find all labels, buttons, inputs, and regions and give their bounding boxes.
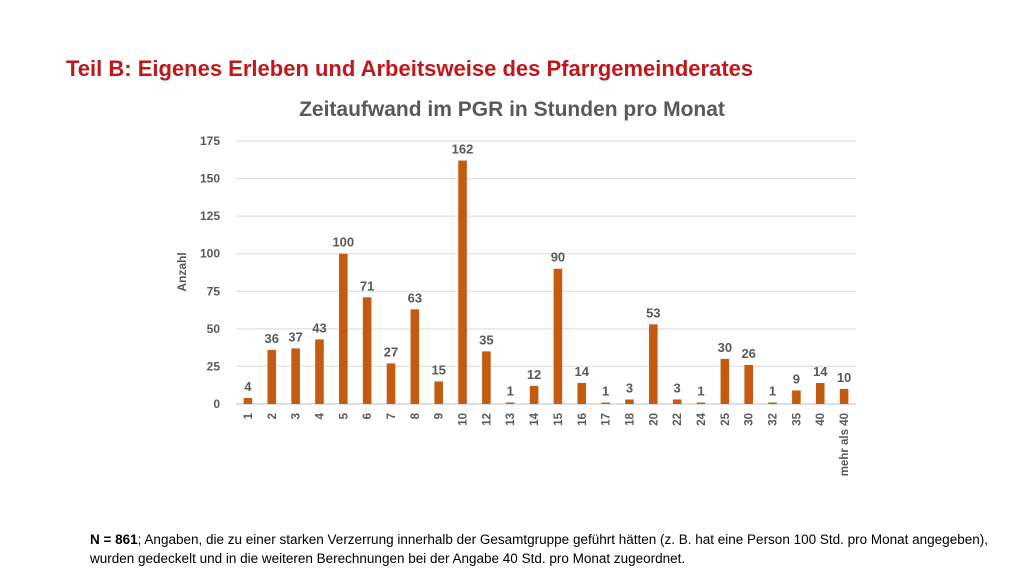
data-label: 36	[265, 331, 279, 346]
y-tick-label: 175	[200, 134, 220, 148]
data-label: 1	[507, 383, 514, 398]
bar	[815, 382, 825, 404]
x-tick-label: 7	[386, 413, 398, 419]
gridlines	[236, 140, 856, 405]
x-tick-label: 2	[267, 413, 279, 419]
data-label: 1	[602, 383, 609, 398]
x-tick-label: 32	[768, 413, 780, 426]
data-label: 15	[431, 362, 445, 377]
data-label: 100	[332, 235, 354, 250]
x-tick-label: 6	[362, 413, 374, 419]
bar	[434, 381, 443, 404]
x-tick-label: 35	[791, 412, 803, 425]
x-tick-label: 14	[529, 412, 541, 425]
y-tick-label: 50	[207, 322, 221, 336]
bar	[291, 348, 300, 404]
y-tick-label: 125	[200, 209, 220, 223]
footnote-text: ; Angaben, die zu einer starken Verzerru…	[90, 532, 988, 566]
x-tick-label: 3	[291, 413, 303, 419]
data-label: 162	[452, 142, 474, 157]
bar	[362, 297, 372, 404]
data-label: 71	[360, 278, 374, 293]
data-label: 3	[674, 380, 681, 395]
x-tick-label: mehr als 40	[839, 413, 851, 476]
x-tick-label: 15	[553, 412, 565, 425]
x-tick-labels: 1 2 3 4 5 6 7 8 9 10 12 13 14 15 16 17 18 20 22 24 25 30 32 35 4…	[243, 412, 851, 476]
bar	[386, 363, 396, 404]
bar	[482, 351, 491, 404]
bar	[458, 160, 467, 404]
data-label: 35	[479, 332, 493, 347]
x-tick-label: 1	[243, 412, 255, 419]
bar	[839, 388, 849, 404]
x-tick-label: 20	[648, 413, 660, 426]
data-label: 1	[697, 383, 704, 398]
data-label: 53	[646, 305, 660, 320]
x-tick-label: 40	[815, 413, 827, 426]
y-tick-label: 150	[200, 172, 220, 186]
bar	[720, 358, 730, 404]
data-label: 26	[741, 346, 755, 361]
bar-chart: Zeitaufwand im PGR in Stunden pro Monat …	[175, 98, 856, 476]
data-label: 37	[288, 329, 302, 344]
data-label: 3	[626, 380, 633, 395]
bar	[672, 399, 682, 404]
data-label: 12	[527, 367, 541, 382]
x-tick-label: 24	[696, 412, 708, 425]
data-label: 30	[718, 340, 732, 355]
data-label: 27	[384, 344, 398, 359]
bar	[625, 399, 634, 404]
data-label: 10	[837, 370, 851, 385]
bar	[243, 397, 253, 404]
data-label: 14	[813, 364, 828, 379]
x-tick-label: 12	[481, 413, 493, 426]
footnote-n: N = 861	[90, 532, 138, 547]
bars	[243, 160, 849, 404]
data-label: 4	[244, 379, 252, 394]
x-tick-label: 10	[458, 413, 470, 426]
data-label: 43	[312, 320, 326, 335]
data-label: 1	[769, 383, 776, 398]
bar	[529, 385, 539, 404]
footnote: N = 861; Angaben, die zu einer starken V…	[90, 530, 990, 568]
slide-title: Teil B: Eigenes Erleben und Arbeitsweise…	[66, 56, 754, 81]
chart-title: Zeitaufwand im PGR in Stunden pro Monat	[299, 98, 725, 121]
bar	[649, 324, 658, 404]
y-tick-label: 25	[207, 359, 221, 373]
y-tick-label: 0	[213, 397, 220, 411]
x-tick-label: 8	[410, 412, 422, 419]
bar	[696, 402, 706, 404]
bar	[315, 339, 324, 404]
x-tick-label: 16	[577, 413, 589, 426]
bar	[601, 402, 610, 404]
bar	[577, 382, 587, 404]
bar	[339, 253, 348, 404]
bar	[505, 402, 515, 404]
y-tick-label: 75	[207, 284, 221, 298]
data-labels: 4 36 37 43 100 71 27 63 15 162 35 1 12 90 14 1 3 53 3 1 30 26…	[244, 142, 851, 399]
data-label: 14	[575, 364, 590, 379]
bar	[768, 402, 777, 404]
bar	[744, 364, 753, 404]
bar	[553, 268, 563, 404]
y-tick-label: 100	[200, 247, 220, 261]
bar	[792, 390, 801, 404]
bar	[267, 349, 277, 404]
y-tick-labels: 0 25 50 75 100 125 150 175	[200, 134, 220, 411]
data-label: 9	[793, 371, 800, 386]
y-axis-label: Anzahl	[175, 252, 189, 291]
x-tick-label: 5	[338, 412, 350, 419]
x-tick-label: 25	[720, 412, 732, 425]
x-tick-label: 30	[744, 413, 756, 426]
data-label: 90	[551, 250, 565, 265]
x-tick-label: 9	[434, 413, 446, 419]
x-tick-label: 17	[601, 413, 613, 426]
x-tick-label: 4	[314, 412, 326, 419]
x-tick-label: 22	[672, 413, 684, 426]
bar	[410, 309, 420, 404]
data-label: 63	[408, 290, 422, 305]
x-tick-label: 18	[624, 412, 636, 425]
x-tick-label: 13	[505, 413, 517, 426]
